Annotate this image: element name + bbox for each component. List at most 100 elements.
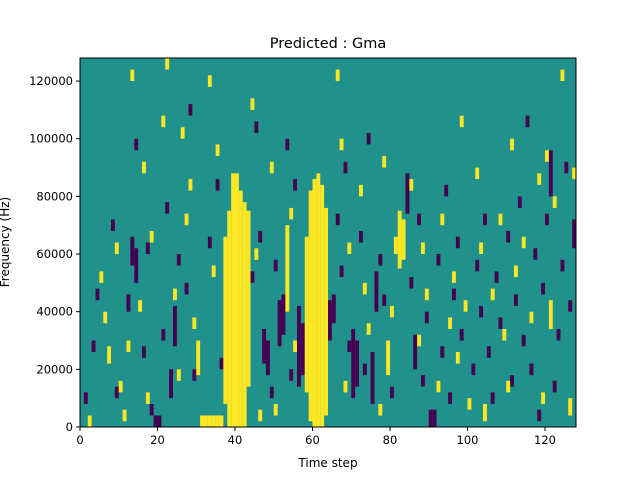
heatmap-cell-high xyxy=(227,210,232,427)
heatmap-cell-high xyxy=(335,69,340,82)
heatmap-cell-high xyxy=(362,282,367,295)
heatmap-cell-high xyxy=(393,236,398,255)
heatmap-cell-low xyxy=(285,138,290,151)
y-tick-label: 120000 xyxy=(29,74,73,88)
heatmap-cell-high xyxy=(463,300,468,312)
heatmap-cell-low xyxy=(289,369,294,381)
heatmap-cell-low xyxy=(95,288,100,301)
heatmap-cell-high xyxy=(436,380,441,393)
heatmap-cell-low xyxy=(83,392,88,404)
heatmap-cell-low xyxy=(297,305,301,387)
heatmap-cell-low xyxy=(219,357,224,370)
heatmap-cell-low xyxy=(568,300,573,312)
heatmap-cell-high xyxy=(304,236,309,393)
heatmap-cell-low xyxy=(421,375,425,387)
heatmap-cell-high xyxy=(138,300,143,312)
heatmap-cell-low xyxy=(483,213,487,226)
heatmap-cell-low xyxy=(339,265,344,278)
heatmap-cell-high xyxy=(424,288,429,301)
heatmap-cell-high xyxy=(417,334,422,347)
heatmap-cell-low xyxy=(173,305,177,347)
heatmap-cell-low xyxy=(359,230,363,243)
heatmap-cell-high xyxy=(483,403,487,422)
heatmap-cell-high xyxy=(308,190,313,422)
heatmap-cell-high xyxy=(254,248,259,260)
heatmap-cell-low xyxy=(459,328,464,341)
heatmap-cell-low xyxy=(552,380,557,393)
heatmap-cell-high xyxy=(452,271,456,283)
heatmap-cell-low xyxy=(448,392,453,404)
heatmap-cells xyxy=(80,58,577,427)
heatmap-cell-low xyxy=(293,179,298,191)
heatmap-cell-high xyxy=(184,213,189,226)
heatmap-cell-low xyxy=(537,409,542,422)
heatmap-cell-low xyxy=(506,230,511,243)
heatmap-cell-low xyxy=(548,150,553,197)
heatmap-cell-high xyxy=(390,305,394,318)
heatmap-cell-low xyxy=(409,277,414,289)
heatmap-cell-low xyxy=(266,340,270,376)
heatmap-cell-high xyxy=(130,69,135,82)
heatmap-cell-high xyxy=(448,317,453,329)
heatmap-cell-high xyxy=(99,271,104,283)
heatmap-cell-low xyxy=(471,363,476,376)
heatmap-cell-high xyxy=(397,210,402,269)
x-tick-label: 20 xyxy=(150,433,165,447)
heatmap-cell-high xyxy=(273,403,278,416)
heatmap-cell-high xyxy=(285,225,290,312)
heatmap-cell-high xyxy=(521,236,526,249)
heatmap-cell-low xyxy=(436,254,441,266)
heatmap-cell-high xyxy=(250,98,255,110)
heatmap-cell-low xyxy=(343,161,348,174)
heatmap-cell-low xyxy=(564,161,569,174)
heatmap-cell-low xyxy=(498,317,503,329)
heatmap-cell-low xyxy=(428,409,433,427)
heatmap-cell-low xyxy=(258,230,263,243)
heatmap-cell-low xyxy=(215,179,220,191)
heatmap-cell-low xyxy=(130,236,135,266)
heatmap-cell-high xyxy=(242,202,247,427)
heatmap-cell-low xyxy=(517,196,522,208)
heatmap-cell-low xyxy=(432,409,437,427)
heatmap-cell-low xyxy=(331,294,336,324)
heatmap-cell-high xyxy=(207,415,212,427)
heatmap-cell-low xyxy=(374,271,379,312)
y-axis: 0 20000 40000 60000 80000 100000 120000 xyxy=(29,74,80,434)
heatmap-cell-high xyxy=(339,138,344,151)
y-tick-label: 60000 xyxy=(36,247,73,261)
heatmap-cell-low xyxy=(475,259,480,272)
heatmap-cell-low xyxy=(347,340,352,353)
heatmap-cell-low xyxy=(188,104,193,116)
heatmap-cell-low xyxy=(417,213,422,226)
y-tick-label: 20000 xyxy=(36,362,73,376)
heatmap-cell-high xyxy=(145,392,150,404)
heatmap-cell-low xyxy=(378,254,383,266)
heatmap-cell-high xyxy=(548,300,553,329)
heatmap-cell-low xyxy=(157,415,162,427)
x-axis-label: Time step xyxy=(297,456,357,470)
axes-frame xyxy=(79,57,577,428)
x-tick-label: 120 xyxy=(534,433,556,447)
heatmap-cell-low xyxy=(510,375,515,387)
x-tick-label: 80 xyxy=(383,433,398,447)
heatmap-cell-low xyxy=(134,248,139,283)
heatmap-cell-low xyxy=(176,254,181,266)
heatmap-cell-low xyxy=(521,334,526,347)
heatmap-cell-high xyxy=(238,190,243,427)
heatmap-cell-high xyxy=(537,173,542,185)
heatmap-cell-high xyxy=(126,340,131,353)
heatmap-cell-high xyxy=(200,415,205,427)
heatmap-cell-high xyxy=(320,184,325,427)
heatmap-cell-low xyxy=(486,346,491,358)
heatmap-cell-high xyxy=(541,392,546,404)
heatmap-cell-low xyxy=(440,346,445,358)
heatmap-cell-high xyxy=(421,242,425,255)
heatmap-cell-low xyxy=(111,219,115,231)
heatmap-cell-high xyxy=(114,242,119,255)
y-axis-label: Frequency (Hz) xyxy=(0,197,12,288)
heatmap-cell-high xyxy=(467,398,472,410)
x-tick-label: 0 xyxy=(76,433,83,447)
heatmap-cell-low xyxy=(142,346,146,358)
heatmap-cell-high xyxy=(176,369,181,381)
x-axis: 0 20 40 60 80 100 120 xyxy=(76,427,556,447)
